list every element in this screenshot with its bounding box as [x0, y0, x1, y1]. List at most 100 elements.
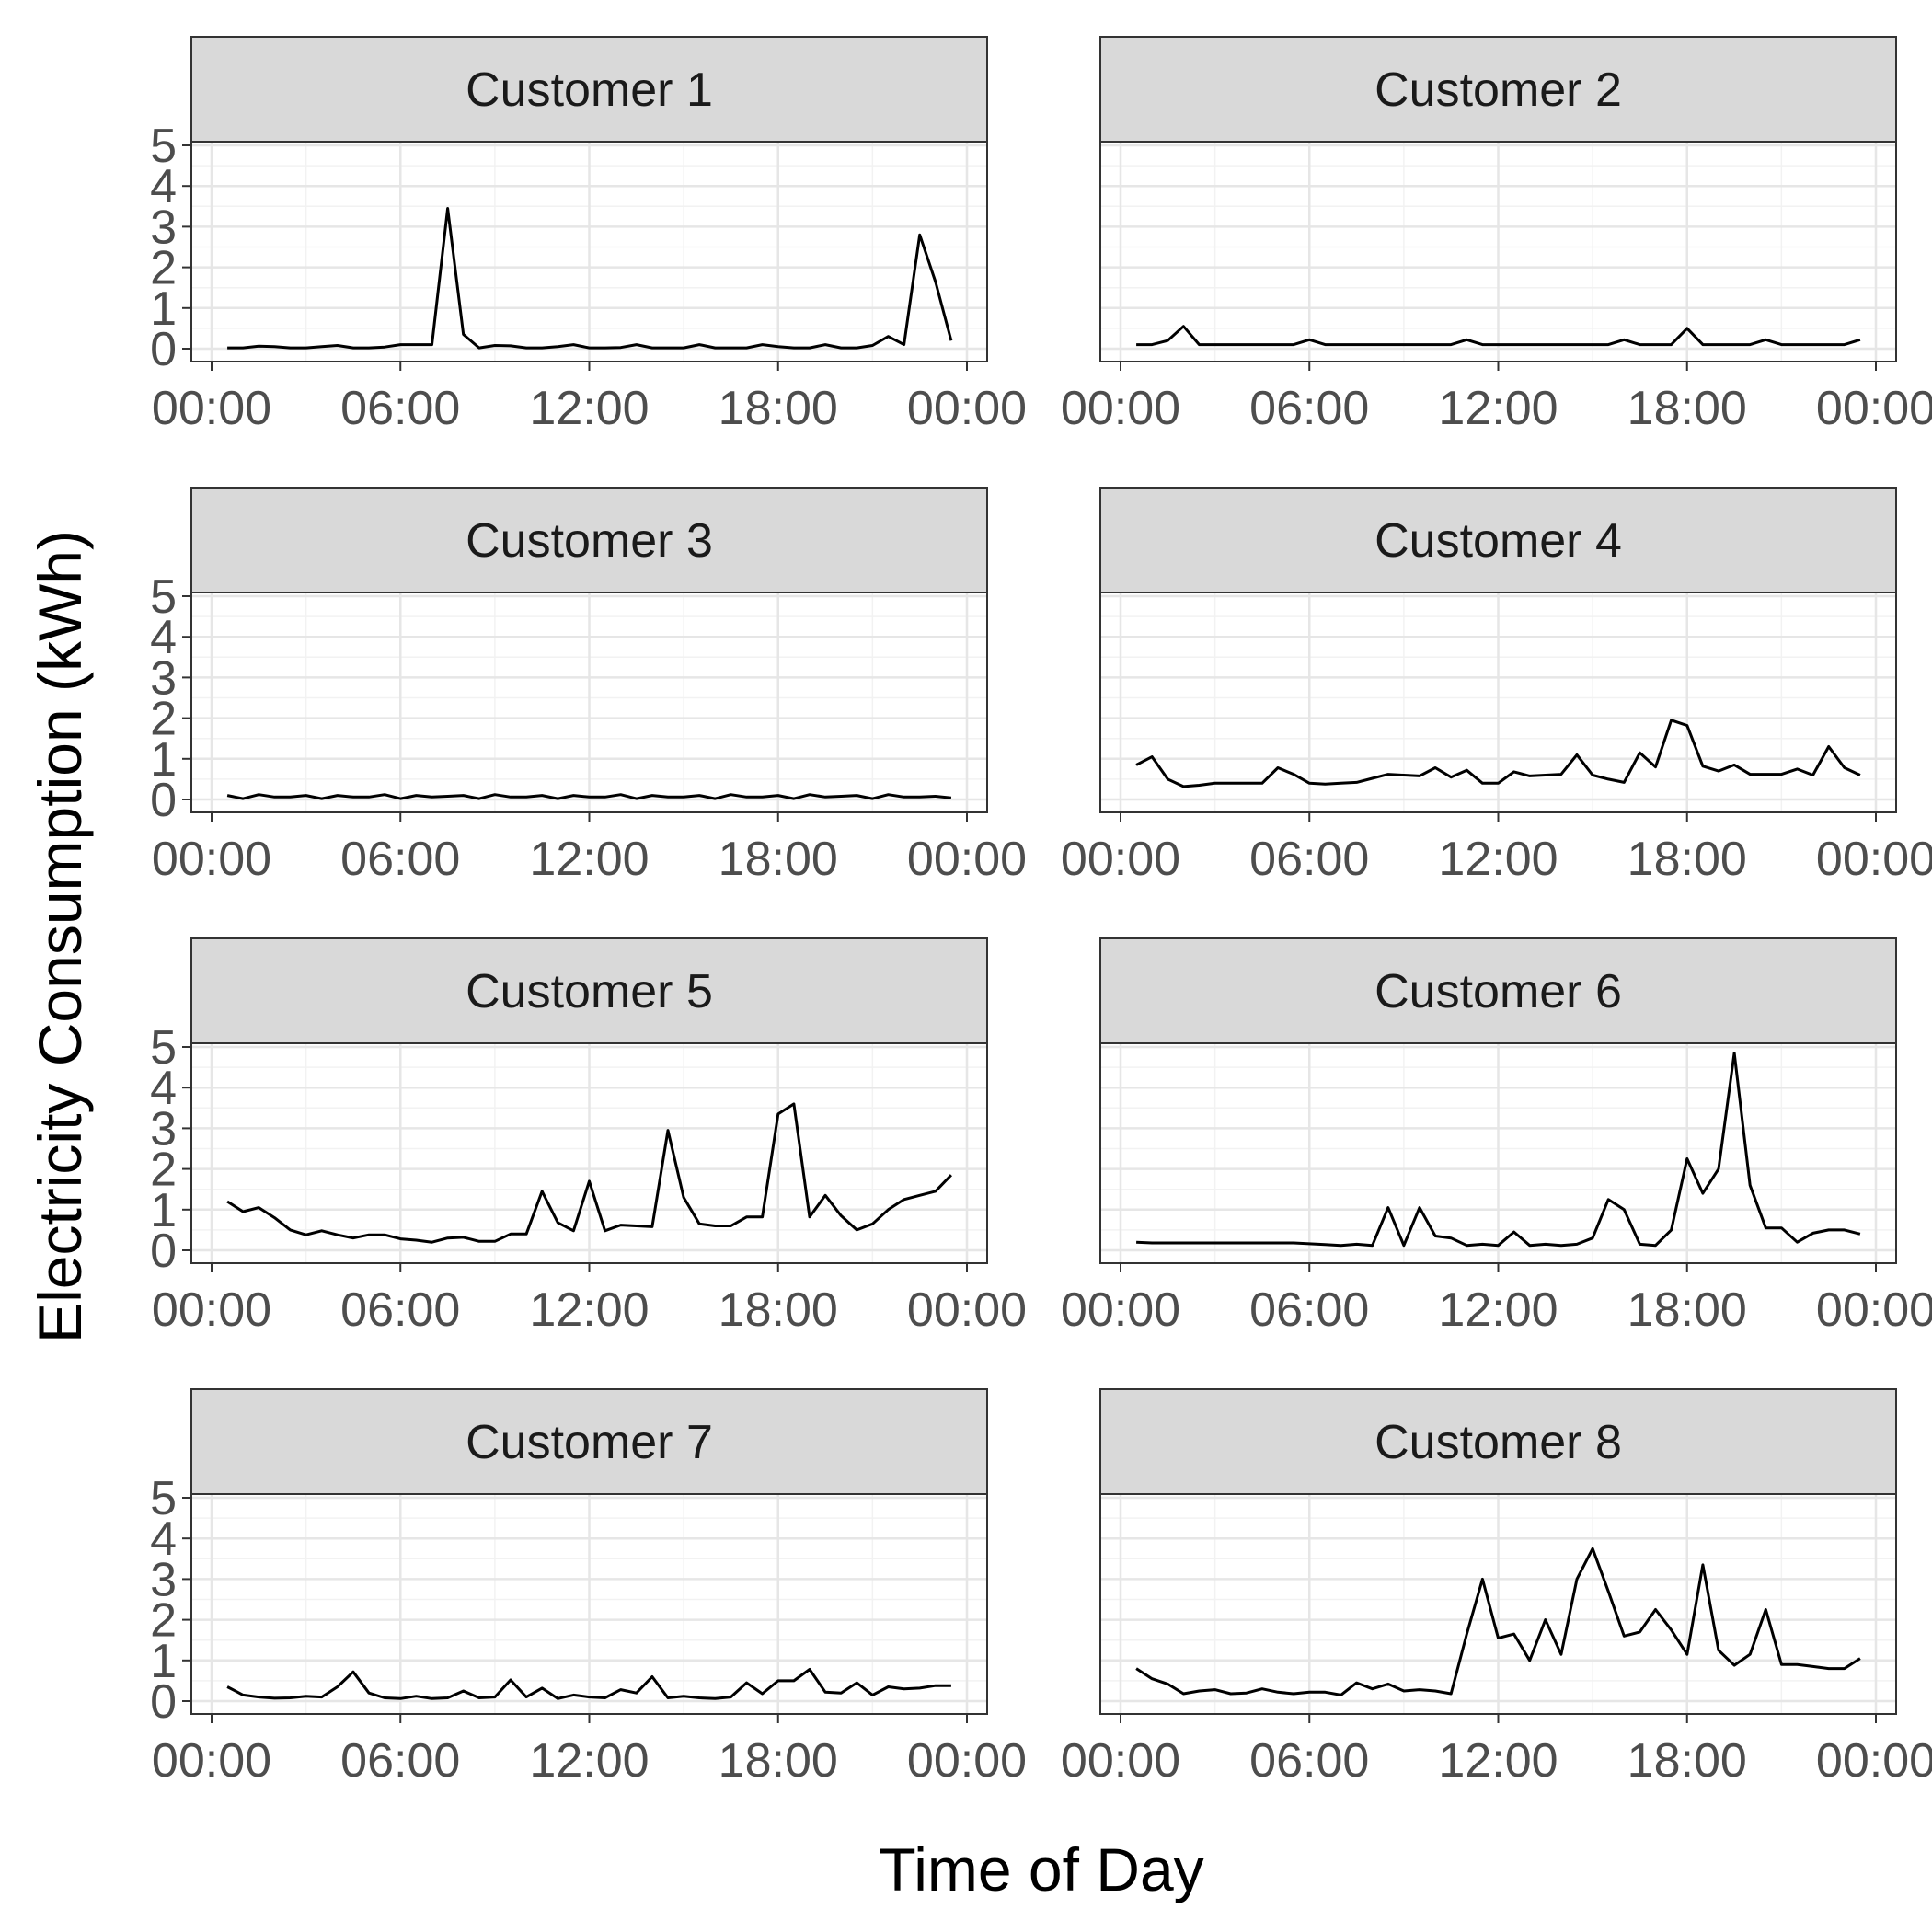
x-tick-label: 18:00 — [719, 1734, 838, 1788]
x-tick-label: 00:00 — [152, 833, 271, 886]
x-tick-label: 00:00 — [1061, 833, 1180, 886]
y-tick-label: 1 — [150, 1635, 177, 1688]
x-tick-label: 18:00 — [1627, 1283, 1747, 1337]
series-line — [226, 1102, 952, 1244]
facet-panel: Customer 500:00 06:00 12:00 18:00 00:0001234… — [150, 937, 1027, 1337]
facet-panel: Customer 8 00:00 06:00 12:00 18:00 00:00 — [1061, 1388, 1932, 1788]
facet-strip — [190, 36, 988, 143]
x-tick-label: 00:00 — [1061, 1283, 1180, 1337]
x-tick-label: 00:00 — [152, 382, 271, 435]
facet-strip-label: Customer 4 — [1374, 514, 1622, 568]
facet-strip — [190, 487, 988, 593]
x-tick-label: 00:00 — [1816, 833, 1932, 886]
facet-strip-label: Customer 3 — [466, 514, 713, 568]
series-line — [1136, 325, 1861, 347]
x-tick-label: 06:00 — [340, 1283, 460, 1337]
x-tick-label: 00:00 — [1816, 1283, 1932, 1337]
facet-strip — [190, 937, 988, 1044]
x-tick-label: 06:00 — [1249, 1734, 1369, 1788]
y-tick-label: 1 — [150, 1184, 177, 1237]
facet-strip-label: Customer 7 — [466, 1416, 713, 1469]
y-tick-label: 3 — [150, 1102, 177, 1156]
y-tick-label: 2 — [150, 242, 177, 295]
y-tick-label: 1 — [150, 733, 177, 787]
y-tick-label: 3 — [150, 651, 177, 705]
facet-strip — [1099, 1388, 1897, 1495]
y-tick-label: 0 — [150, 1675, 177, 1729]
y-tick-label: 3 — [150, 1553, 177, 1606]
y-tick-label: 5 — [150, 1021, 177, 1075]
x-tick-label: 00:00 — [1816, 382, 1932, 435]
x-tick-label: 06:00 — [1249, 833, 1369, 886]
x-tick-label: 00:00 — [907, 382, 1027, 435]
y-axis-title: Electricity Consumption (kWh) — [26, 530, 94, 1343]
x-tick-label: 00:00 — [907, 833, 1027, 886]
series-line — [1135, 1547, 1861, 1696]
y-tick-label: 3 — [150, 201, 177, 254]
x-tick-label: 00:00 — [152, 1283, 271, 1337]
facet-strip-label: Customer 6 — [1374, 965, 1622, 1018]
series-line — [1136, 1052, 1861, 1248]
x-tick-label: 06:00 — [340, 1734, 460, 1788]
y-tick-label: 0 — [150, 1225, 177, 1278]
y-tick-label: 2 — [150, 1144, 177, 1197]
y-tick-label: 2 — [150, 1594, 177, 1648]
y-tick-label: 5 — [150, 570, 177, 624]
y-tick-label: 5 — [150, 120, 177, 173]
x-tick-label: 00:00 — [1061, 1734, 1180, 1788]
x-tick-label: 06:00 — [340, 833, 460, 886]
y-tick-label: 4 — [150, 1062, 177, 1115]
series-line — [227, 207, 953, 350]
x-tick-label: 12:00 — [1438, 382, 1558, 435]
facet-panel: Customer 6 00:00 06:00 12:00 18:00 00:00 — [1061, 937, 1932, 1337]
x-tick-label: 12:00 — [529, 833, 649, 886]
x-tick-label: 00:00 — [1816, 1734, 1932, 1788]
x-tick-label: 18:00 — [719, 382, 838, 435]
y-tick-label: 2 — [150, 693, 177, 746]
x-tick-label: 12:00 — [1438, 1734, 1558, 1788]
x-tick-label: 18:00 — [1627, 1734, 1747, 1788]
y-tick-label: 1 — [150, 282, 177, 336]
x-tick-label: 00:00 — [907, 1283, 1027, 1337]
facet-panel: Customer 2 00:00 06:00 12:00 18:00 00:00 — [1061, 36, 1932, 435]
x-tick-label: 06:00 — [1249, 1283, 1369, 1337]
x-tick-label: 18:00 — [1627, 833, 1747, 886]
facet-strip — [1099, 36, 1897, 143]
y-tick-label: 0 — [150, 774, 177, 827]
x-tick-label: 18:00 — [719, 1283, 838, 1337]
x-tick-label: 18:00 — [719, 833, 838, 886]
facet-strip-label: Customer 2 — [1374, 63, 1622, 117]
series-line — [226, 1668, 951, 1700]
y-tick-label: 5 — [150, 1472, 177, 1525]
x-tick-label: 06:00 — [340, 382, 460, 435]
x-tick-label: 00:00 — [152, 1734, 271, 1788]
x-tick-label: 12:00 — [529, 382, 649, 435]
x-tick-label: 12:00 — [529, 1283, 649, 1337]
facet-panel: Customer 700:00 06:00 12:00 18:00 00:0001234… — [150, 1388, 1027, 1788]
x-tick-label: 00:00 — [907, 1734, 1027, 1788]
facet-strip-label: Customer 1 — [466, 63, 713, 117]
y-tick-label: 4 — [150, 160, 177, 213]
facet-strip-label: Customer 8 — [1374, 1416, 1622, 1469]
facet-panel: Customer 1 00:00 06:00 12:00 18:00 00:00 01234… — [150, 36, 1027, 435]
y-tick-label: 0 — [150, 323, 177, 376]
facet-strip-label: Customer 5 — [466, 965, 713, 1018]
facet-panel: Customer 3 00:00 06:00 12:00 18:00 00:00 01234… — [150, 487, 1027, 886]
x-tick-label: 12:00 — [1438, 1283, 1558, 1337]
y-tick-label: 4 — [150, 1512, 177, 1566]
x-tick-label: 12:00 — [529, 1734, 649, 1788]
facet-panel: Customer 4 00:00 06:00 12:00 18:00 00:00 — [1061, 487, 1932, 886]
x-tick-label: 00:00 — [1061, 382, 1180, 435]
series-line — [1135, 719, 1861, 788]
x-axis-title: Time of Day — [879, 1835, 1203, 1903]
x-tick-label: 18:00 — [1627, 382, 1747, 435]
y-tick-label: 4 — [150, 611, 177, 664]
facet-strip — [1099, 937, 1897, 1044]
x-tick-label: 12:00 — [1438, 833, 1558, 886]
panels-group: Customer 100:00 06:00 12:00 18:00 00:0001234… — [150, 36, 1932, 1788]
facet-strip — [190, 1388, 988, 1495]
x-tick-label: 06:00 — [1249, 382, 1369, 435]
series-line — [226, 793, 952, 800]
facet-strip — [1099, 487, 1897, 593]
